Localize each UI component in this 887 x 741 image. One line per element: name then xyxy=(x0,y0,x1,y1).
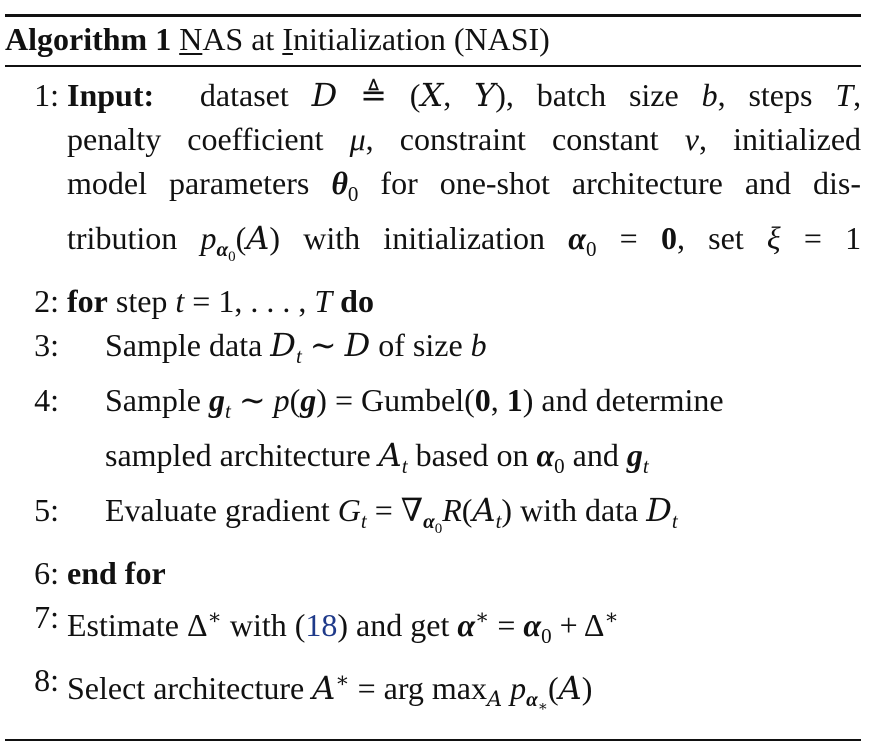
algorithm-line-1: 1: Input: dataset D ≜ (X, Y), batch size… xyxy=(5,73,861,117)
algorithm-block: Algorithm 1 NAS at Initialization (NASI)… xyxy=(5,14,861,741)
algorithm-line-4-cont: sampled architecture At based on α0 and … xyxy=(105,436,649,478)
caption-rule xyxy=(5,65,861,67)
algorithm-body: 1: Input: dataset D ≜ (X, Y), batch size… xyxy=(5,67,861,729)
line-number: 2: xyxy=(34,283,59,319)
algorithm-line-7: 7: Estimate Δ∗ with (18) and get α∗ = α0… xyxy=(5,595,861,658)
line-number: 1: xyxy=(34,77,59,113)
caption-title: NAS at Initialization (NASI) xyxy=(179,21,550,57)
algorithm-line-1-cont-c: tribution pα0(A) with initialization α0 … xyxy=(67,219,862,265)
line-number: 3: xyxy=(34,327,59,363)
algorithm-line-1-cont-a: penalty coefficient μ, constraint consta… xyxy=(67,121,862,157)
line-number: 4: xyxy=(34,382,59,418)
line-number: 7: xyxy=(34,599,59,635)
caption-label: Algorithm 1 xyxy=(5,21,172,57)
algorithm-line-8: 8: Select architecture A∗ = arg maxA pα∗… xyxy=(5,658,861,729)
algorithm-line-1-cont-b: model parameters θ0 for one-shot archite… xyxy=(67,165,862,206)
algorithm-line-5: 5: Evaluate gradient Gt = ∇α0R(At) with … xyxy=(5,488,861,551)
algorithm-line-4: 4: Sample gt ∼ p(g) = Gumbel(0, 1) and d… xyxy=(5,378,861,433)
equation-reference-link[interactable]: 18 xyxy=(305,607,338,643)
line-number: 8: xyxy=(34,662,59,698)
algorithm-line-2: 2: for step t = 1, . . . , T do xyxy=(5,279,861,323)
algorithm-caption: Algorithm 1 NAS at Initialization (NASI) xyxy=(5,17,861,65)
algorithm-line-6: 6: end for xyxy=(5,551,861,595)
algorithm-line-3: 3: Sample data Dt ∼ D of size b xyxy=(5,323,861,378)
top-rule xyxy=(5,14,861,17)
line-number: 6: xyxy=(34,555,59,591)
line-number: 5: xyxy=(34,492,59,528)
